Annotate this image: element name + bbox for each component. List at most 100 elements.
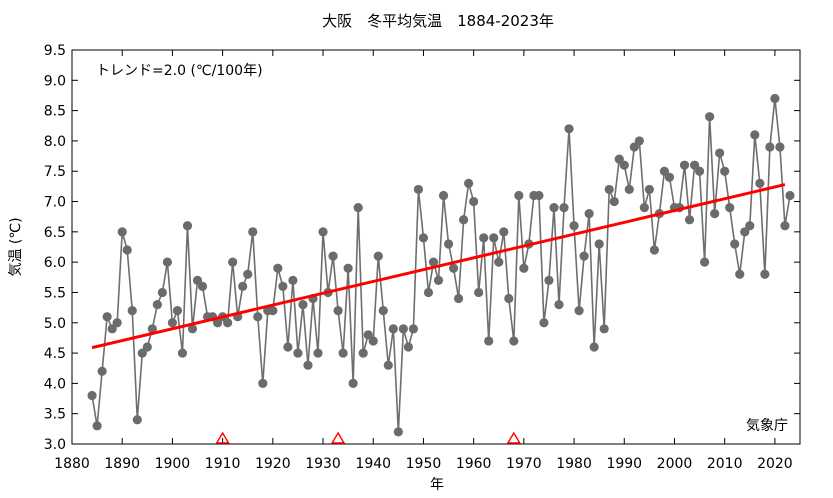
data-point bbox=[609, 196, 619, 207]
x-tick-label: 1980 bbox=[556, 456, 592, 472]
data-point bbox=[684, 215, 695, 225]
data-point bbox=[127, 306, 137, 316]
data-point bbox=[328, 251, 338, 261]
data-point bbox=[248, 227, 258, 237]
data-point bbox=[760, 269, 770, 279]
chart-title: 大阪 冬平均気温 1884-2023年 bbox=[322, 12, 554, 30]
x-axis-label: 年 bbox=[430, 477, 444, 493]
data-point bbox=[725, 203, 735, 213]
station-change-marker bbox=[215, 431, 230, 444]
data-point bbox=[745, 221, 755, 231]
data-point bbox=[418, 233, 429, 243]
data-point bbox=[403, 342, 413, 352]
data-point bbox=[182, 221, 193, 231]
data-point bbox=[388, 324, 398, 334]
data-point bbox=[433, 275, 444, 285]
data-point bbox=[112, 318, 122, 328]
data-point bbox=[479, 233, 489, 243]
y-tick-label: 5.5 bbox=[44, 285, 66, 301]
data-point bbox=[197, 281, 208, 291]
station-change-marker bbox=[506, 431, 522, 444]
data-point bbox=[398, 324, 408, 334]
y-tick-label: 5.0 bbox=[44, 316, 66, 332]
data-point bbox=[765, 142, 775, 152]
data-point bbox=[187, 324, 198, 334]
data-point bbox=[333, 306, 343, 316]
data-point bbox=[152, 299, 162, 310]
data-point bbox=[559, 203, 569, 213]
x-tick-label: 2000 bbox=[657, 456, 693, 472]
trend-label: トレンド=2.0 (℃/100年) bbox=[96, 63, 263, 79]
data-point bbox=[363, 330, 373, 340]
data-point bbox=[408, 324, 419, 334]
data-point bbox=[313, 348, 323, 358]
data-point bbox=[624, 184, 634, 195]
x-tick-label: 1920 bbox=[255, 456, 291, 472]
data-point bbox=[137, 348, 147, 358]
trend-line bbox=[91, 183, 786, 350]
data-point bbox=[283, 342, 293, 352]
y-axis-ticks: 3.0 3.5 4.0 4.5 5.0 5.5 6.0 6.5 7.0 7.5 8.0 8.5 9.0 9… bbox=[44, 43, 800, 453]
data-point bbox=[689, 160, 700, 170]
data-point bbox=[464, 178, 474, 188]
data-point bbox=[639, 203, 649, 213]
data-point bbox=[604, 184, 614, 195]
y-tick-label: 9.5 bbox=[44, 43, 66, 59]
x-tick-label: 1960 bbox=[456, 456, 492, 472]
data-point bbox=[353, 203, 363, 213]
data-point bbox=[228, 257, 238, 267]
data-point bbox=[544, 275, 554, 285]
data-point bbox=[599, 324, 609, 334]
data-point bbox=[785, 190, 795, 201]
data-point bbox=[634, 136, 644, 146]
data-point bbox=[378, 306, 388, 316]
data-point bbox=[574, 306, 584, 316]
data-point bbox=[253, 312, 263, 322]
data-point bbox=[539, 318, 549, 328]
data-point bbox=[413, 184, 424, 195]
data-point bbox=[238, 281, 248, 291]
series-layer bbox=[87, 93, 795, 437]
data-point bbox=[735, 269, 745, 279]
data-point bbox=[579, 251, 589, 261]
data-point bbox=[273, 263, 283, 273]
marker-layer bbox=[215, 431, 522, 444]
data-point bbox=[223, 318, 233, 328]
y-tick-label: 3.5 bbox=[44, 407, 66, 423]
y-tick-label: 4.0 bbox=[44, 376, 66, 392]
data-point bbox=[469, 196, 479, 207]
data-point bbox=[740, 227, 750, 237]
data-point bbox=[318, 227, 328, 237]
x-tick-label: 2010 bbox=[707, 456, 743, 472]
y-tick-label: 9.0 bbox=[44, 73, 66, 89]
data-point bbox=[614, 154, 624, 164]
data-point bbox=[97, 366, 107, 376]
x-tick-label: 1900 bbox=[155, 456, 191, 472]
data-point bbox=[303, 360, 313, 370]
data-point bbox=[167, 318, 178, 328]
data-point bbox=[484, 336, 494, 346]
data-point bbox=[509, 336, 519, 346]
trend-layer bbox=[91, 183, 786, 350]
data-point bbox=[770, 93, 780, 104]
y-tick-label: 6.0 bbox=[44, 255, 66, 271]
data-point bbox=[172, 306, 183, 316]
data-point bbox=[504, 293, 514, 304]
data-point bbox=[243, 269, 253, 279]
y-tick-label: 8.5 bbox=[44, 104, 66, 120]
data-point bbox=[474, 287, 484, 298]
data-point bbox=[162, 257, 172, 267]
data-point bbox=[679, 160, 690, 170]
data-point bbox=[569, 221, 579, 231]
data-point bbox=[549, 203, 559, 213]
data-point bbox=[122, 245, 132, 255]
y-tick-label: 7.0 bbox=[44, 195, 66, 211]
data-point bbox=[142, 342, 152, 352]
y-axis-label: 気温 (℃) bbox=[8, 217, 24, 276]
x-tick-label: 1880 bbox=[54, 456, 90, 472]
x-tick-label: 1930 bbox=[305, 456, 341, 472]
y-tick-label: 6.5 bbox=[44, 225, 66, 241]
data-point bbox=[459, 215, 469, 225]
data-point bbox=[443, 239, 454, 249]
